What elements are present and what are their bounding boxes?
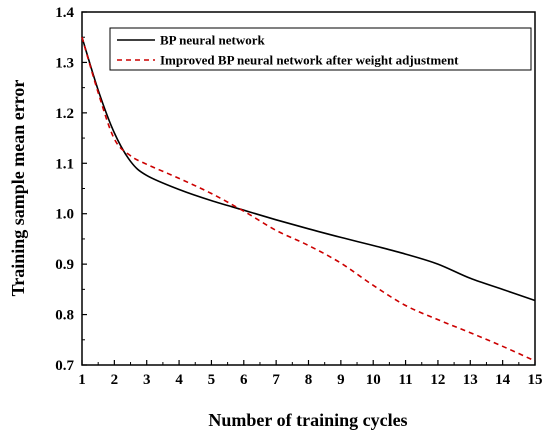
x-tick-label: 5 (208, 372, 216, 388)
y-tick-label: 1.3 (55, 55, 74, 71)
y-tick-label: 0.9 (55, 257, 74, 273)
x-tick-label: 14 (495, 372, 511, 388)
y-tick-label: 1.1 (55, 156, 74, 172)
x-tick-label: 13 (463, 372, 478, 388)
x-tick-label: 3 (143, 372, 151, 388)
series-line-1 (81, 36, 536, 302)
y-tick-label: 0.8 (55, 308, 74, 324)
x-tick-label: 8 (305, 372, 313, 388)
x-tick-label: 11 (398, 372, 412, 388)
series-line-2 (81, 36, 536, 362)
legend-label-1: BP neural network (160, 33, 265, 48)
x-tick-label: 6 (240, 372, 248, 388)
x-tick-label: 1 (78, 372, 86, 388)
x-tick-label: 15 (528, 372, 543, 388)
x-axis-title: Number of training cycles (208, 410, 407, 430)
series (81, 36, 536, 362)
x-tick-label: 12 (430, 372, 445, 388)
x-tick-label: 2 (111, 372, 119, 388)
y-tick-label: 1.0 (55, 207, 74, 223)
y-axis-title: Training sample mean error (8, 80, 28, 297)
legend-box (109, 27, 532, 71)
legend-label-2: Improved BP neural network after weight … (160, 53, 459, 68)
y-tick-label: 0.7 (55, 358, 74, 374)
x-tick-label: 9 (337, 372, 345, 388)
x-tick-label: 4 (175, 372, 183, 388)
y-tick-label: 1.2 (55, 106, 74, 122)
x-tick-label: 10 (366, 372, 381, 388)
y-tick-label: 1.4 (55, 5, 74, 21)
legend: BP neural network Improved BP neural netw… (109, 27, 532, 71)
ticks: 1 2 3 4 5 6 7 8 9 10 11 12 13 14 150.70.80.91.01.11.21… (55, 5, 542, 388)
x-tick-label: 7 (272, 372, 280, 388)
